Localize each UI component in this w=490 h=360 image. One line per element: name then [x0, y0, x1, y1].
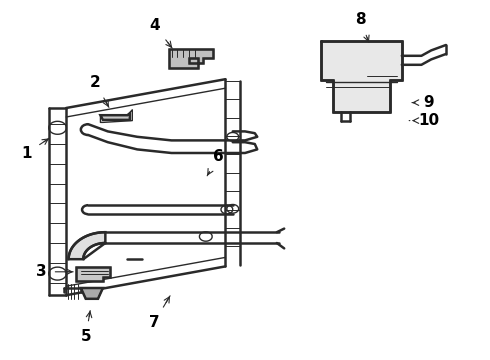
Polygon shape [81, 288, 103, 299]
Text: 3: 3 [36, 264, 73, 279]
Text: 10: 10 [409, 113, 440, 128]
Polygon shape [169, 49, 213, 68]
Text: 1: 1 [22, 138, 49, 161]
Text: 4: 4 [149, 18, 172, 48]
Text: 8: 8 [355, 12, 369, 42]
Text: 5: 5 [80, 311, 91, 344]
Text: 9: 9 [412, 95, 434, 110]
Text: 2: 2 [90, 75, 109, 107]
Polygon shape [321, 41, 402, 112]
Polygon shape [69, 232, 105, 259]
Text: 7: 7 [149, 296, 170, 330]
Polygon shape [100, 113, 130, 120]
Text: 6: 6 [207, 149, 223, 176]
Polygon shape [76, 267, 110, 281]
